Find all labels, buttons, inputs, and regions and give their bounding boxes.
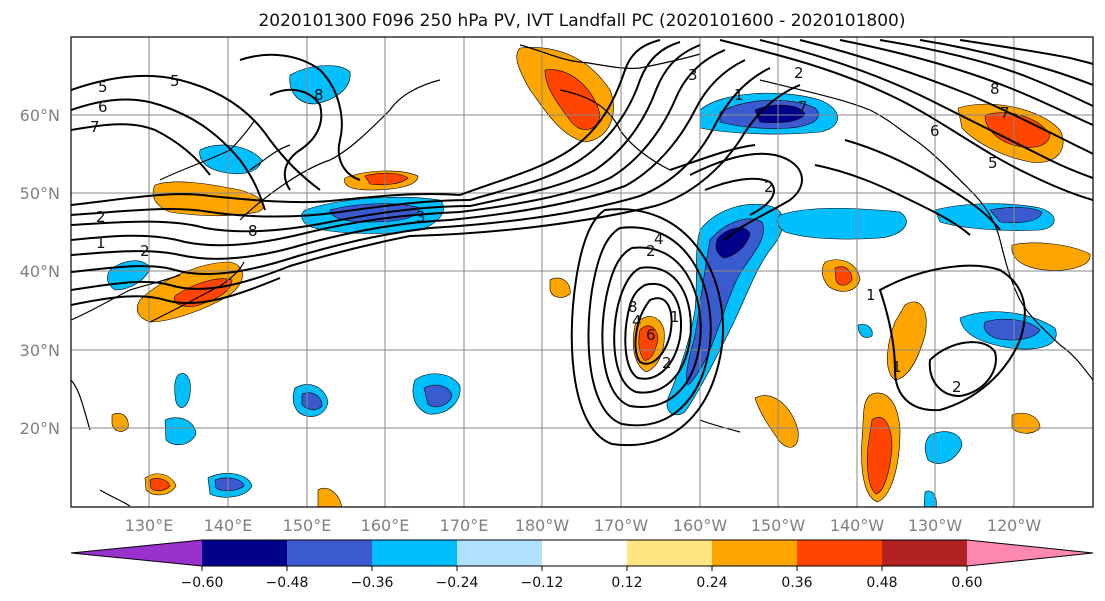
lon-tick-label: 140°E [204, 516, 253, 535]
contour-label: 5 [98, 78, 108, 96]
contour-label: 1 [734, 86, 744, 104]
colorbar-swatch [457, 540, 542, 566]
lon-tick-label: 170°W [594, 516, 649, 535]
contour-label: 3 [688, 66, 698, 84]
colorbar-tick-label: −0.48 [266, 575, 309, 591]
contour-label: 5 [170, 72, 180, 90]
contour-label: 6 [646, 326, 656, 344]
colorbar-swatch [882, 540, 967, 566]
contour-label: 2 [96, 208, 106, 226]
contour-label: 8 [990, 80, 1000, 98]
contour-label: 8 [248, 222, 258, 240]
colorbar-tick-label: 0.24 [696, 575, 727, 591]
contour-label: 1 [96, 234, 106, 252]
colorbar-swatch [372, 540, 457, 566]
contour-label: 1 [892, 358, 902, 376]
lon-tick-label: 160°W [673, 516, 728, 535]
contour-label: 6 [930, 122, 940, 140]
contour-label: 7 [798, 98, 808, 116]
lon-tick-label: 150°E [283, 516, 332, 535]
lat-tick-label: 20°N [20, 419, 60, 438]
lon-tick-label: 120°W [987, 516, 1042, 535]
lon-tick-label: 170°E [440, 516, 489, 535]
lat-tick-label: 50°N [20, 184, 60, 203]
contour-label: 7 [1000, 104, 1010, 122]
colorbar-tick-label: 0.48 [866, 575, 897, 591]
colorbar-swatch-over [967, 540, 1093, 566]
contour-label: 8 [314, 86, 324, 104]
lat-tick-label: 30°N [20, 341, 60, 360]
contour-label: 2 [764, 178, 774, 196]
contour-label: 3 [416, 208, 426, 226]
contour-label: 4 [654, 230, 664, 248]
lat-tick-label: 40°N [20, 262, 60, 281]
contour-labels: 5 6 7 2 1 2 8 5 8 3 2 4 8 1 2 4 6 7 2 3 [90, 64, 1010, 396]
colorbar-swatch [542, 540, 627, 566]
colorbar-tick-label: −0.60 [181, 575, 224, 591]
map-frame [70, 36, 1094, 508]
coastlines [71, 44, 1093, 507]
colorbar-tick-label: −0.12 [521, 575, 564, 591]
gridlines [71, 37, 1093, 507]
contour-label: 2 [794, 64, 804, 82]
lon-tick-label: 140°W [830, 516, 885, 535]
contour-label: 7 [90, 118, 100, 136]
lon-tick-label: 130°W [908, 516, 963, 535]
colorbar-tick-label: 0.12 [611, 575, 642, 591]
contour-label: 8 [628, 298, 638, 316]
lat-axis: 60°N 50°N 40°N 30°N 20°N [20, 106, 60, 438]
lon-axis: 130°E 140°E 150°E 160°E 170°E 180°W 170°… [125, 516, 1042, 535]
colorbar-swatch [712, 540, 797, 566]
lat-tick-label: 60°N [20, 106, 60, 125]
colorbar-tick-label: 0.60 [951, 575, 982, 591]
map-panel: 5 6 7 2 1 2 8 5 8 3 2 4 8 1 2 4 6 7 2 3 [70, 36, 1094, 508]
contour-label: 2 [646, 242, 656, 260]
colorbar-tick-label: 0.36 [781, 575, 812, 591]
colorbar-swatch [627, 540, 712, 566]
colorbar-swatch [797, 540, 882, 566]
colorbar-tick-label: −0.36 [351, 575, 394, 591]
lon-tick-label: 160°E [361, 516, 410, 535]
lon-tick-label: 150°W [751, 516, 806, 535]
contour-label: 2 [140, 242, 150, 260]
colorbar-ticks [201, 566, 968, 571]
colorbar-swatch [202, 540, 287, 566]
contour-label: 5 [988, 154, 998, 172]
colorbar-tick-label: −0.24 [436, 575, 479, 591]
colorbar-swatch-under [71, 540, 202, 566]
colorbar: −0.60 −0.48 −0.36 −0.24 −0.12 0.12 0.24 … [70, 539, 1094, 591]
lon-tick-label: 130°E [125, 516, 174, 535]
contour-label: 1 [866, 286, 876, 304]
pv-contours [71, 39, 1093, 447]
contour-label: 1 [670, 308, 680, 326]
contour-label: 2 [662, 354, 672, 372]
lon-tick-label: 180°W [515, 516, 570, 535]
contour-label: 6 [98, 98, 108, 116]
chart-title: 2020101300 F096 250 hPa PV, IVT Landfall… [258, 11, 905, 31]
contour-label: 4 [632, 312, 642, 330]
colorbar-swatch [287, 540, 372, 566]
contour-label: 2 [952, 378, 962, 396]
